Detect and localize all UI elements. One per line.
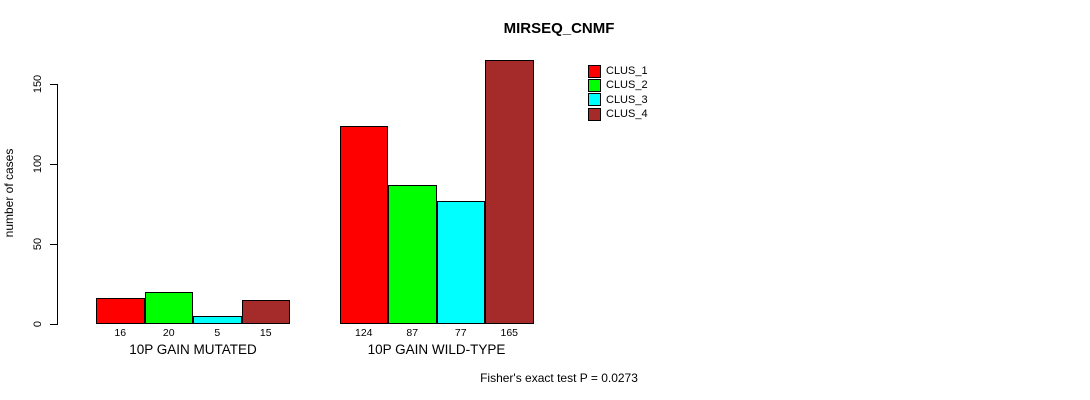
bar-clus_1-group2 (339, 125, 388, 324)
bar-clus_2-group1 (144, 292, 193, 324)
bar-clus_1-group1 (96, 298, 145, 324)
y-tick-label: 0 (32, 320, 44, 328)
legend-label: CLUS_2 (606, 79, 648, 92)
legend-label: CLUS_1 (606, 65, 648, 78)
bar-value-label: 165 (500, 327, 519, 339)
bar-clus_4-group1 (241, 300, 290, 324)
legend-swatch-icon (588, 93, 601, 107)
legend-row: CLUS_4 (588, 107, 648, 121)
bar-value-label: 5 (214, 327, 221, 339)
group-label: 10P GAIN MUTATED (129, 342, 257, 357)
bar-clus_3-group1 (193, 316, 242, 324)
y-axis-label: number of cases (2, 148, 16, 238)
bar-value-label: 124 (354, 327, 373, 339)
bar-clus_3-group2 (436, 200, 485, 324)
legend-row: CLUS_2 (588, 78, 648, 92)
y-tick-mark (50, 324, 58, 325)
legend-label: CLUS_3 (606, 93, 648, 106)
legend-swatch-icon (588, 78, 601, 92)
y-tick-mark (50, 84, 58, 85)
legend-row: CLUS_3 (588, 93, 648, 107)
bar-value-label: 87 (406, 327, 419, 339)
legend-swatch-icon (588, 107, 601, 121)
chart-title: MIRSEQ_CNMF (503, 20, 615, 37)
bar-clus_2-group2 (388, 184, 437, 324)
fisher-test-note: Fisher's exact test P = 0.0273 (480, 371, 638, 385)
bar-value-label: 20 (162, 327, 175, 339)
y-tick-mark (50, 164, 58, 165)
bar-value-label: 15 (259, 327, 272, 339)
y-tick-label: 150 (32, 74, 44, 94)
y-axis-line (57, 84, 58, 324)
legend: CLUS_1 CLUS_2 CLUS_3 CLUS_4 (588, 64, 648, 121)
bar-value-label: 77 (454, 327, 467, 339)
group-label: 10P GAIN WILD-TYPE (367, 342, 506, 357)
y-tick-label: 50 (32, 237, 44, 251)
legend-label: CLUS_4 (606, 108, 648, 121)
y-tick-mark (50, 244, 58, 245)
bar-clus_4-group2 (485, 60, 534, 324)
legend-swatch-icon (588, 64, 601, 78)
y-tick-label: 100 (32, 154, 44, 174)
bar-value-label: 16 (114, 327, 127, 339)
legend-row: CLUS_1 (588, 64, 648, 78)
